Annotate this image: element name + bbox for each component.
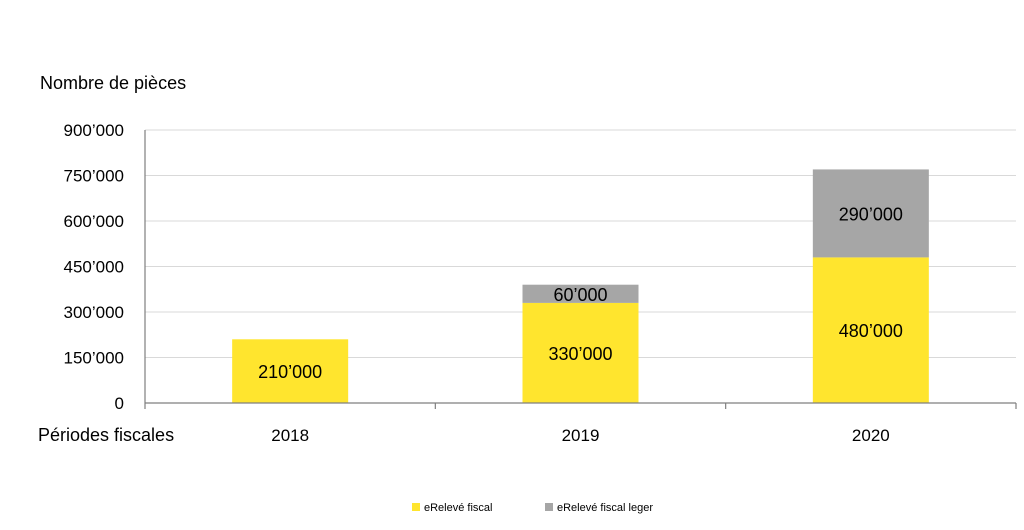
bars — [232, 169, 929, 403]
legend-swatch — [545, 503, 553, 511]
y-tick-labels: 0 150’000 300’000 450’000 600’000 750’000 900’… — [63, 121, 124, 413]
x-tick-label: 2020 — [852, 426, 890, 445]
y-tick-label: 150’000 — [63, 349, 124, 368]
y-tick-label: 600’000 — [63, 212, 124, 231]
data-label: 480’000 — [839, 321, 903, 341]
data-label: 60’000 — [553, 285, 607, 305]
data-labels: 210’000 330’000 60’000 480’000 290’000 — [258, 204, 903, 382]
bar-segment — [812, 169, 929, 258]
y-axis-title: Nombre de pièces — [40, 73, 186, 93]
bar-segment — [232, 339, 349, 403]
bar-segment — [812, 257, 929, 403]
data-label: 330’000 — [548, 344, 612, 364]
y-tick-label: 300’000 — [63, 303, 124, 322]
bar-segment — [522, 302, 639, 403]
x-tick-label: 2019 — [562, 426, 600, 445]
legend-swatch — [412, 503, 420, 511]
y-tick-label: 450’000 — [63, 258, 124, 277]
x-tick-labels: 2018 2019 2020 — [271, 426, 889, 445]
data-label: 210’000 — [258, 362, 322, 382]
y-tick-label: 0 — [115, 394, 124, 413]
bar-segment — [522, 284, 639, 303]
x-tick-label: 2018 — [271, 426, 309, 445]
data-label: 290’000 — [839, 204, 903, 224]
legend-label: eRelevé fiscal — [424, 502, 492, 514]
y-tick-label: 750’000 — [63, 167, 124, 186]
axes — [144, 130, 1017, 409]
legend: eRelevé fiscal eRelevé fiscal leger — [412, 502, 653, 514]
x-axis-title: Périodes fiscales — [38, 425, 174, 445]
y-tick-label: 900’000 — [63, 121, 124, 140]
legend-label: eRelevé fiscal leger — [557, 502, 653, 514]
